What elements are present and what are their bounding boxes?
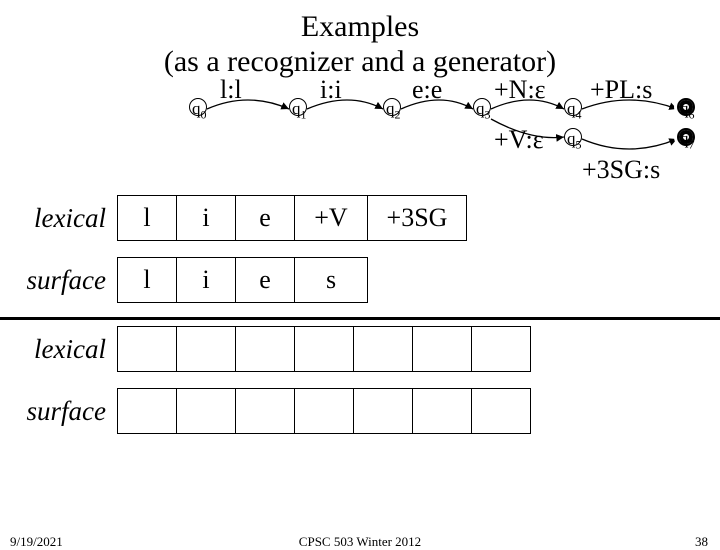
arc-label: l:l <box>220 75 242 105</box>
state-label: q6 <box>680 99 695 122</box>
arc-label: i:i <box>320 75 342 105</box>
cells-empty <box>118 326 531 372</box>
cell-empty <box>235 326 295 372</box>
state-label: q7 <box>680 129 695 152</box>
state-label: q2 <box>386 99 401 122</box>
separator <box>0 317 720 320</box>
cell: +3SG <box>367 195 467 241</box>
row-surface-2: surface <box>6 388 720 434</box>
slide-title: Examples (as a recognizer and a generato… <box>0 0 720 79</box>
cell-empty <box>117 326 177 372</box>
row-label: lexical <box>6 334 118 365</box>
row-lexical-1: lexical l i e +V +3SG <box>6 195 720 241</box>
cell: e <box>235 195 295 241</box>
state-label: q3 <box>476 99 491 122</box>
cell: +V <box>294 195 368 241</box>
row-surface-1: surface l i e s <box>6 257 720 303</box>
cell-empty <box>412 388 472 434</box>
title-line2: (as a recognizer and a generator) <box>164 45 556 78</box>
cell-empty <box>471 326 531 372</box>
state-label: q5 <box>567 129 582 152</box>
cell-empty <box>353 388 413 434</box>
state-label: q1 <box>292 99 307 122</box>
cell-empty <box>176 326 236 372</box>
row-lexical-2: lexical <box>6 326 720 372</box>
state-label: q4 <box>567 99 582 122</box>
arc-label: e:e <box>412 75 442 105</box>
row-label: surface <box>6 396 118 427</box>
row-label: lexical <box>6 203 118 234</box>
cell-empty <box>117 388 177 434</box>
cell: e <box>235 257 295 303</box>
cells: l i e +V +3SG <box>118 195 467 241</box>
cell-empty <box>176 388 236 434</box>
arc-label: +PL:s <box>590 75 652 105</box>
state-label: q0 <box>192 99 207 122</box>
cell-empty <box>412 326 472 372</box>
arc-label: +3SG:s <box>582 155 660 185</box>
cell: l <box>117 257 177 303</box>
title-line1: Examples <box>301 10 419 43</box>
cell-empty <box>471 388 531 434</box>
footer-page: 38 <box>695 534 708 550</box>
cell-empty <box>294 326 354 372</box>
cell-empty <box>353 326 413 372</box>
cell: i <box>176 195 236 241</box>
cell: i <box>176 257 236 303</box>
footer-course: CPSC 503 Winter 2012 <box>0 534 720 550</box>
fst-diagram: l:li:ie:e+N:ε+PL:sq0q1q2q3q4q5q6q7+V:ε+3… <box>0 79 720 189</box>
arc-label: +N:ε <box>494 75 546 105</box>
cells-empty <box>118 388 531 434</box>
cell-empty <box>294 388 354 434</box>
cell: s <box>294 257 368 303</box>
arc-label: +V:ε <box>494 125 544 155</box>
cell: l <box>117 195 177 241</box>
row-label: surface <box>6 265 118 296</box>
cells: l i e s <box>118 257 368 303</box>
cell-empty <box>235 388 295 434</box>
